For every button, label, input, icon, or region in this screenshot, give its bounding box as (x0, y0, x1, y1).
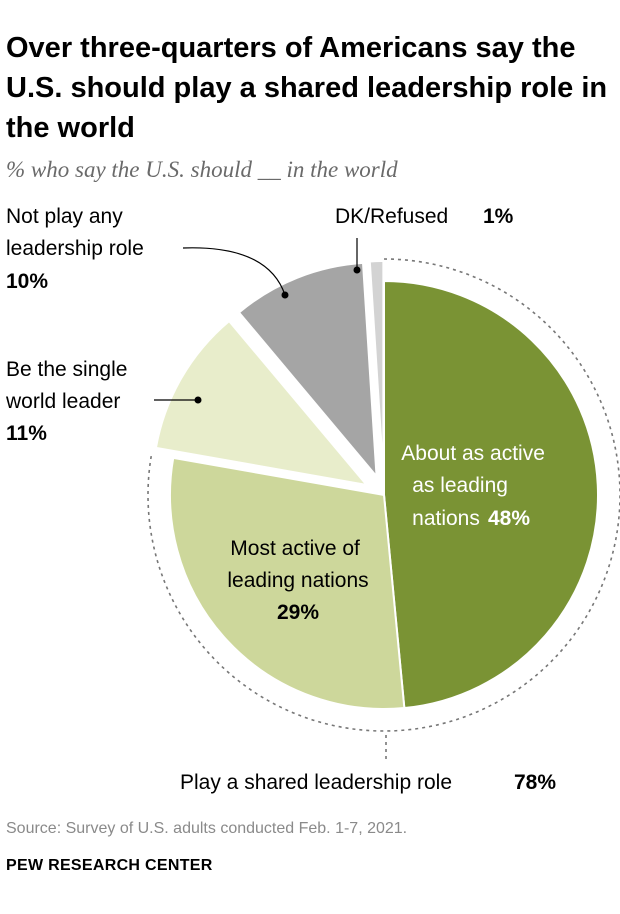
pie-slice-about-as-active-as-leading-nations (383, 279, 599, 710)
not-play-label: Not play any leadership role (6, 205, 144, 260)
about-active-label: About as active as leading nations (401, 442, 550, 530)
single-leader-dot (194, 396, 202, 404)
single-leader-value: 11% (6, 422, 47, 445)
pie-slices (154, 260, 599, 710)
pie-slice-be-the-single-world-leader (154, 319, 370, 487)
shared-leadership-value: 78% (514, 771, 556, 794)
most-active-label: Most active of leading nations (227, 537, 368, 592)
shared-leadership-label: Play a shared leadership role (180, 771, 452, 794)
shared-leadership-group-outline (147, 258, 620, 732)
dk-refused-value: 1% (483, 205, 514, 228)
brand-logo-text: PEW RESEARCH CENTER (6, 857, 213, 874)
about-active-value: 48% (488, 507, 530, 530)
chart-title: Over three-quarters of Americans say the… (6, 32, 608, 144)
dk-refused-label: DK/Refused (335, 205, 448, 228)
source-note: Source: Survey of U.S. adults conducted … (6, 820, 408, 837)
most-active-value: 29% (277, 601, 319, 624)
single-leader-label: Be the single world leader (5, 358, 133, 413)
pie-slice-most-active-of-leading-nations (169, 456, 406, 710)
not-play-leader-dot (281, 291, 289, 299)
not-play-value: 10% (6, 270, 48, 293)
not-play-leader-line (182, 247, 286, 296)
chart-subtitle: % who say the U.S. should __ in the worl… (6, 157, 398, 182)
pie-slice-dk-refused (368, 260, 385, 476)
pie-slice-not-play-any-leadership-role (237, 261, 378, 480)
dk-leader-dot (353, 266, 361, 274)
